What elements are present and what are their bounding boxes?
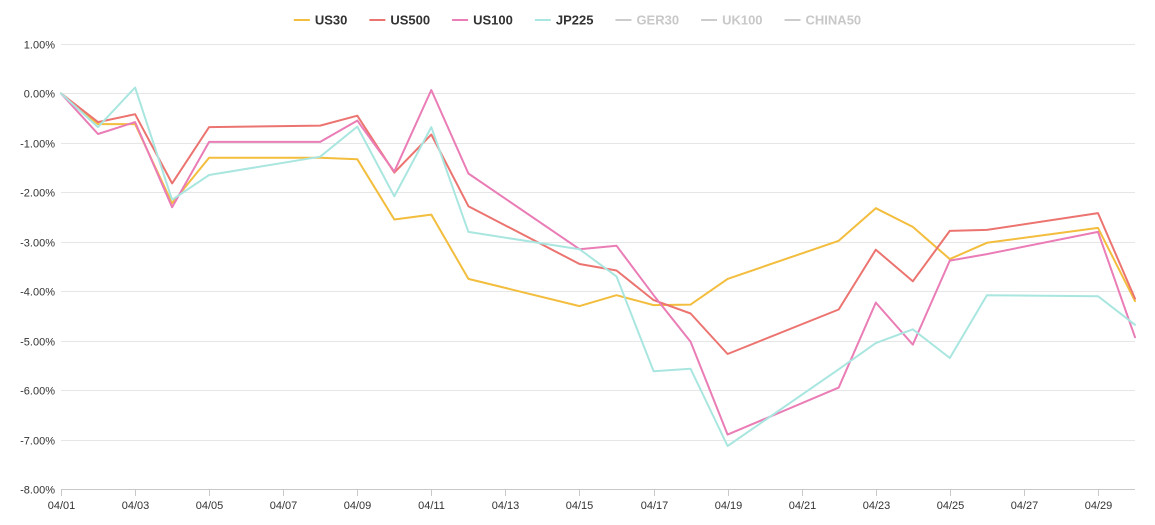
legend-label: UK100 — [722, 13, 762, 28]
legend-label: CHINA50 — [806, 13, 862, 28]
y-tick-label: -4.00% — [20, 287, 55, 299]
x-tick-label: 04/03 — [122, 500, 150, 512]
series-line-us500[interactable] — [60, 92, 1136, 355]
y-tick-label: 1.00% — [24, 40, 55, 52]
y-tick-label: -3.00% — [20, 238, 55, 250]
legend-item-jp225[interactable]: JP225 — [534, 13, 594, 28]
y-tick-label: -5.00% — [20, 337, 55, 349]
y-tick-label: -2.00% — [20, 188, 55, 200]
axes: 1.00% 0.00% -1.00% -2.00% -3.00% -4.00% -5.00%… — [20, 40, 1135, 512]
x-tick-label: 04/27 — [1011, 500, 1039, 512]
legend-item-uk100[interactable]: UK100 — [701, 13, 763, 28]
x-tick-label: 04/07 — [270, 500, 298, 512]
legend-item-us500[interactable]: US500 — [369, 13, 430, 28]
x-tick-label: 04/23 — [863, 500, 891, 512]
x-tick-label: 04/25 — [937, 500, 965, 512]
legend-item-us30[interactable]: US30 — [293, 13, 348, 28]
x-tick-label: 04/29 — [1085, 500, 1113, 512]
x-tick-label: 04/01 — [48, 500, 76, 512]
legend-label: US100 — [473, 13, 513, 28]
legend-label: GER30 — [636, 13, 679, 28]
legend-label: JP225 — [556, 13, 594, 28]
series-line-us30[interactable] — [60, 92, 1136, 308]
x-tick-label: 04/19 — [715, 500, 743, 512]
x-tick-label: 04/09 — [344, 500, 372, 512]
legend-label: US30 — [315, 13, 348, 28]
x-tick-label: 04/13 — [492, 500, 520, 512]
legend-item-ger30[interactable]: GER30 — [615, 13, 679, 28]
y-tick-label: -8.00% — [20, 485, 55, 497]
legend: US30 US500 US100 JP225 GER30 UK100 CHINA50 — [293, 13, 862, 28]
y-tick-label: 0.00% — [24, 89, 55, 101]
series-line-us100[interactable] — [60, 89, 1136, 436]
x-tick-label: 04/11 — [418, 500, 445, 512]
y-tick-label: -7.00% — [20, 436, 55, 448]
legend-label: US500 — [390, 13, 430, 28]
legend-item-china50[interactable]: CHINA50 — [784, 13, 862, 28]
y-tick-label: -1.00% — [20, 139, 55, 151]
x-tick-label: 04/21 — [789, 500, 817, 512]
legend-item-us100[interactable]: US100 — [452, 13, 513, 28]
series-line-jp225[interactable] — [60, 86, 1136, 447]
x-tick-label: 04/05 — [196, 500, 224, 512]
series-lines — [60, 86, 1136, 447]
x-tick-label: 04/15 — [566, 500, 594, 512]
y-tick-label: -6.00% — [20, 386, 55, 398]
x-tick-label: 04/17 — [641, 500, 669, 512]
